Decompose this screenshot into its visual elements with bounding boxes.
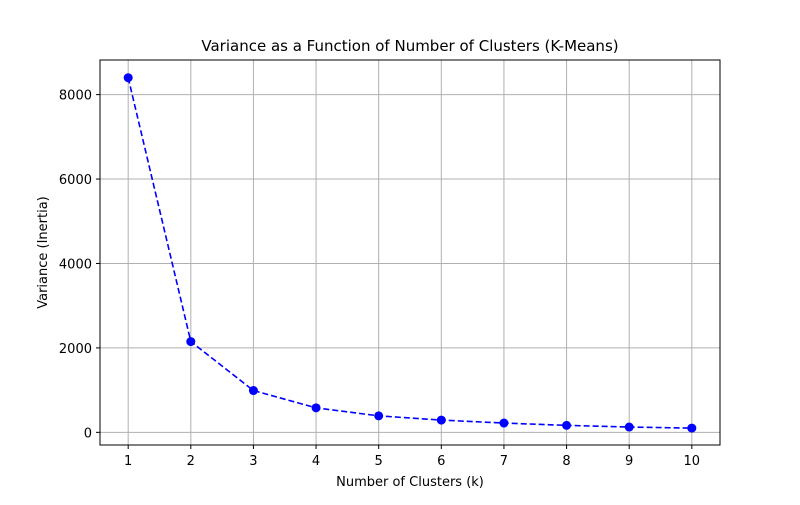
data-point bbox=[687, 423, 697, 433]
x-tick-label: 3 bbox=[249, 454, 257, 469]
chart-title: Variance as a Function of Number of Clus… bbox=[201, 37, 618, 55]
data-point bbox=[499, 418, 509, 428]
y-axis-label: Variance (Inertia) bbox=[36, 196, 51, 309]
data-point bbox=[186, 337, 196, 347]
series-line bbox=[127, 77, 692, 429]
data-point bbox=[624, 422, 634, 432]
y-tick-label: 8000 bbox=[59, 89, 92, 104]
y-tick-label: 4000 bbox=[59, 257, 92, 272]
grid-layer bbox=[100, 60, 720, 445]
plot-frame bbox=[99, 59, 721, 446]
series-layer bbox=[123, 73, 697, 433]
x-tick-label: 4 bbox=[312, 454, 320, 469]
data-point bbox=[374, 411, 384, 421]
x-tick-label: 6 bbox=[437, 454, 445, 469]
x-tick-label: 8 bbox=[562, 454, 570, 469]
data-point bbox=[311, 403, 321, 413]
x-axis-label: Number of Clusters (k) bbox=[336, 475, 484, 490]
x-tick-label: 10 bbox=[684, 454, 701, 469]
x-tick-label: 5 bbox=[375, 454, 383, 469]
y-tick-label: 6000 bbox=[59, 173, 92, 188]
data-point bbox=[123, 73, 133, 83]
x-tick-label: 2 bbox=[187, 454, 195, 469]
x-tick-label: 7 bbox=[500, 454, 508, 469]
y-tick-label: 2000 bbox=[59, 342, 92, 357]
x-tick-label: 1 bbox=[124, 454, 132, 469]
data-point bbox=[248, 386, 258, 396]
tick-layer: 1 2 3 4 5 6 7 8 9 10 0 2000 4000 6000 8000 bbox=[59, 89, 700, 469]
y-tick-label: 0 bbox=[84, 426, 92, 441]
data-point bbox=[562, 420, 572, 430]
x-tick-label: 9 bbox=[625, 454, 633, 469]
data-point bbox=[436, 415, 446, 425]
